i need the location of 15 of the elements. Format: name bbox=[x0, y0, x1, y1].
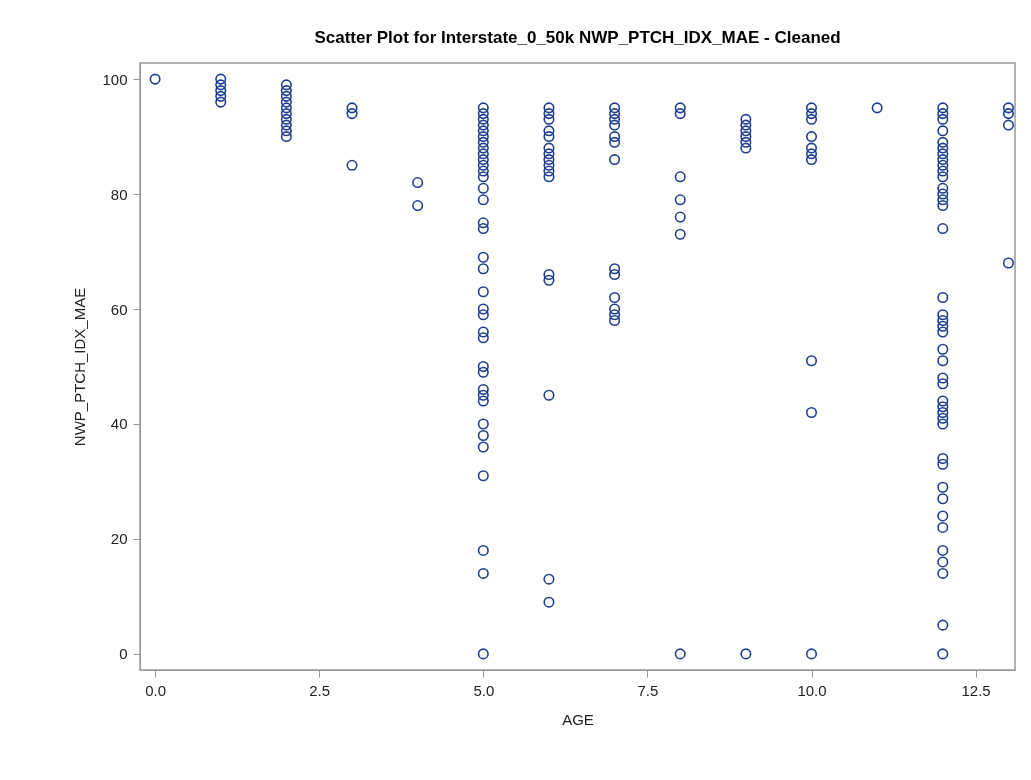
y-tick-label: 60 bbox=[110, 300, 128, 318]
x-tick-label: 0.0 bbox=[145, 681, 167, 699]
y-tick-label: 100 bbox=[102, 70, 128, 88]
y-tick-label: 0 bbox=[119, 645, 128, 663]
x-tick-label: 12.5 bbox=[961, 681, 991, 699]
x-tick-label: 10.0 bbox=[797, 681, 827, 699]
y-tick-label: 80 bbox=[110, 185, 128, 203]
y-tick-label: 20 bbox=[110, 530, 128, 548]
y-tick-label: 40 bbox=[110, 415, 128, 433]
x-tick-label: 5.0 bbox=[473, 681, 495, 699]
x-tick-label: 2.5 bbox=[309, 681, 331, 699]
y-axis-title: NWP_PTCH_IDX_MAE bbox=[71, 287, 89, 447]
x-axis-title: AGE bbox=[562, 710, 594, 728]
chart-title: Scatter Plot for Interstate_0_50k NWP_PTCH_IDX_MAE - Cleaned bbox=[314, 28, 841, 47]
x-tick-label: 7.5 bbox=[637, 681, 659, 699]
